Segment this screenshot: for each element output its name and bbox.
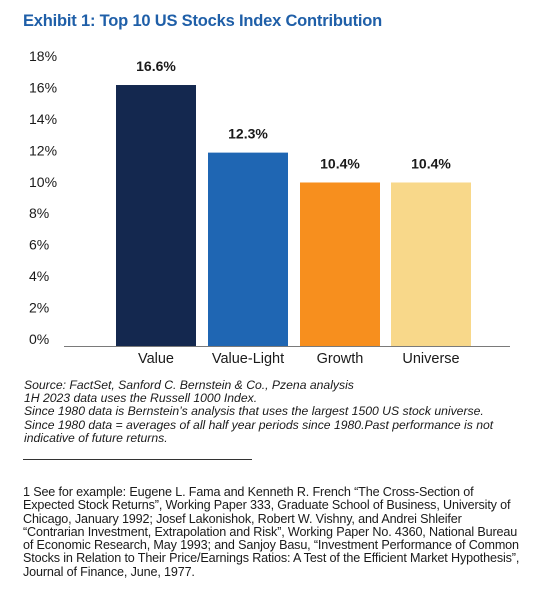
data-labels: 16.6% 12.3% 10.4% 10.4% [136,58,451,171]
x-tick-label: Growth [317,351,364,367]
x-tick-label: Value-Light [212,351,284,367]
y-tick-label: 0% [29,331,49,347]
source-note: Source: FactSet, Sanford C. Bernstein & … [24,378,354,392]
data-label: 10.4% [411,155,451,171]
note-1: 1H 2023 data uses the Russell 1000 Index… [24,391,258,406]
y-tick-label: 10% [29,174,57,190]
x-axis: Value Value-Light Growth Universe [64,346,510,367]
data-label: 12.3% [228,126,268,142]
y-tick-label: 6% [29,237,49,253]
x-tick-label: Universe [402,351,459,367]
chart-notes: Source: FactSet, Sanford C. Bernstein & … [24,378,529,445]
bars [116,85,471,346]
x-tick-label: Value [138,351,174,367]
data-label: 16.6% [136,58,176,74]
y-tick-label: 2% [29,300,49,316]
note-3: Since 1980 data = averages of all half y… [24,417,494,445]
y-tick-label: 8% [29,205,49,221]
bar [300,182,380,346]
bar-chart: 0% 2% 4% 6% 8% 10% 12% 14% 16% 18% 16.6% 12.3% 10.4… [29,48,510,367]
chart-title: Exhibit 1: Top 10 US Stocks Index Contri… [23,12,383,30]
footnote: 1 See for example: Eugene L. Fama and Ke… [23,485,520,579]
bar [208,152,288,346]
y-tick-label: 12% [29,142,57,158]
y-tick-label: 14% [29,111,57,127]
bar [116,85,196,346]
y-axis: 0% 2% 4% 6% 8% 10% 12% 14% 16% 18% [29,48,57,347]
bar [391,182,471,346]
footnote-divider [23,459,252,460]
note-2: Since 1980 data is Bernstein’s analysis … [24,404,484,419]
y-tick-label: 16% [29,79,57,95]
data-label: 10.4% [320,155,360,171]
y-tick-label: 18% [29,48,57,64]
y-tick-label: 4% [29,268,49,284]
